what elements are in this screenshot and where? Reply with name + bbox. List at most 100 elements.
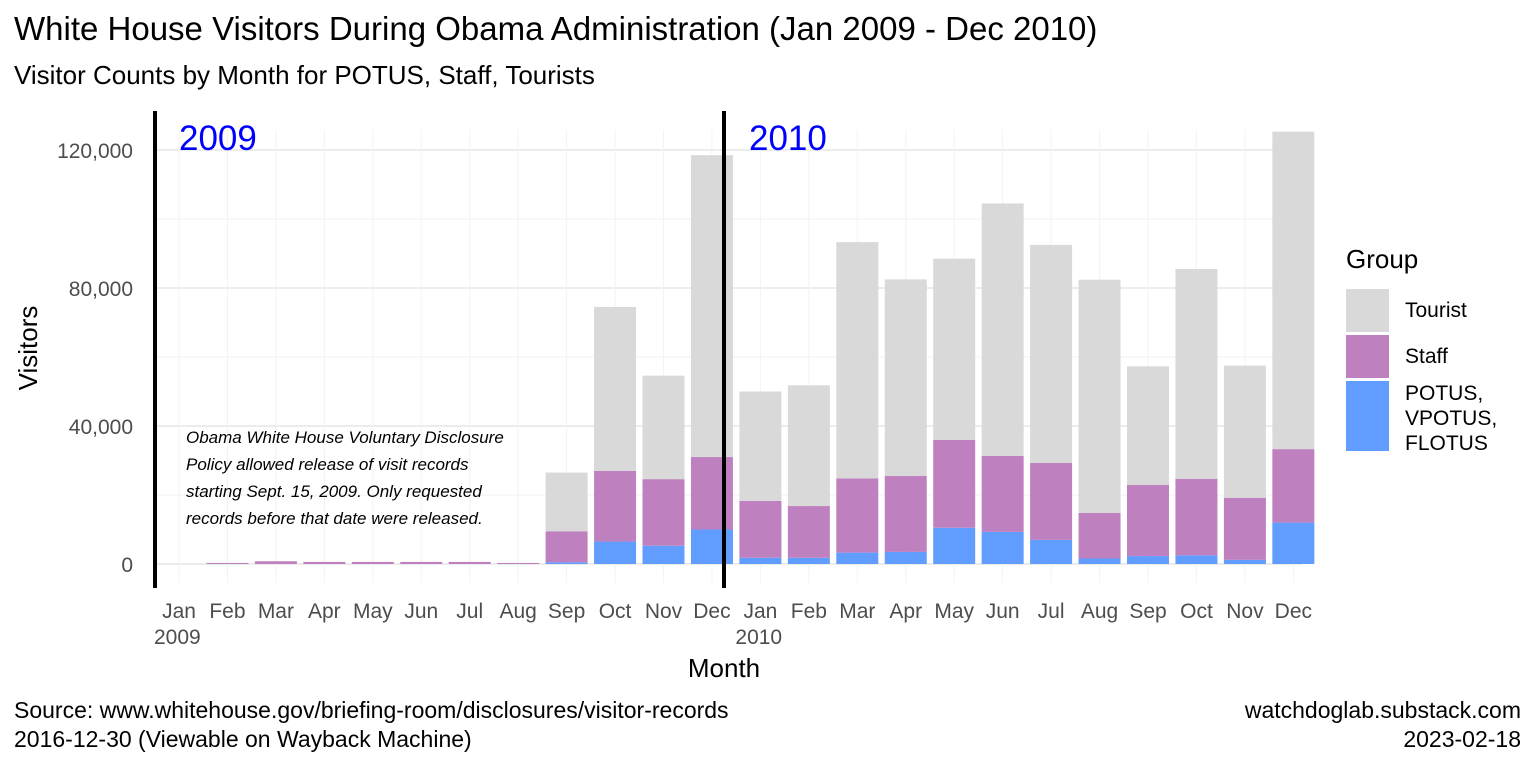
bar-segment-staff (594, 470, 637, 542)
bar-segment-tourist (545, 472, 588, 532)
bar-segment-tourist (690, 155, 733, 458)
y-tick-label: 0 (121, 554, 133, 577)
legend-label-line: VPOTUS, (1405, 407, 1498, 430)
x-tick-label: Jul (456, 600, 483, 623)
x-tick-label: Jun (404, 600, 438, 623)
bar-segment-staff (690, 457, 733, 530)
legend-item: Staff (1346, 335, 1497, 378)
bar-segment-potus (1078, 558, 1121, 564)
x-tick-label: Dec (1275, 600, 1312, 623)
y-tick-label: 80,000 (69, 278, 133, 301)
disclosure-note-line: Policy allowed release of visit records (186, 455, 469, 474)
x-tick-label: Jan (743, 600, 777, 623)
bar-segment-potus (1175, 555, 1218, 564)
disclosure-note-line: records before that date were released. (186, 509, 483, 528)
bar-segment-tourist (642, 375, 685, 480)
bar-segment-tourist (1078, 279, 1121, 513)
bar-segment-staff (206, 562, 249, 564)
x-tick-label: Apr (308, 600, 341, 623)
y-axis-title: Visitors (13, 306, 43, 391)
bar-segment-potus (1223, 559, 1266, 564)
bar-segment-potus (884, 551, 927, 564)
bar-segment-potus (545, 562, 588, 564)
x-tick-label: 2009 (154, 626, 201, 649)
bar-segment-staff (303, 561, 346, 564)
chart-title: White House Visitors During Obama Admini… (14, 10, 1098, 47)
bar-segment-potus (1030, 539, 1073, 564)
legend-label: POTUS, VPOTUS, FLOTUS (1405, 381, 1497, 456)
legend-item: Tourist (1346, 289, 1497, 332)
x-tick-label: Oct (1180, 600, 1213, 623)
bar-segment-tourist (1030, 244, 1073, 463)
bar-segment-tourist (884, 279, 927, 477)
legend-label-line: Tourist (1405, 299, 1467, 322)
bar-segment-staff (545, 531, 588, 563)
bar-segment-tourist (933, 258, 976, 440)
x-tick-label: Mar (839, 600, 875, 623)
x-tick-label: May (934, 600, 974, 623)
x-tick-label: Jun (986, 600, 1020, 623)
bar-segment-potus (981, 531, 1024, 564)
bar-segment-potus (594, 541, 637, 564)
bar-segment-potus (1272, 522, 1315, 564)
x-tick-label: Dec (693, 600, 730, 623)
x-tick-label: Sep (1129, 600, 1166, 623)
bar-segment-staff (1175, 478, 1218, 556)
bar-segment-potus (836, 552, 879, 564)
bar-segment-staff (1127, 484, 1169, 557)
bar-segment-staff (1272, 449, 1315, 523)
bar-segment-staff (400, 561, 443, 564)
x-tick-label: Aug (1081, 600, 1118, 623)
bar-segment-staff (787, 506, 830, 558)
bar-segment-staff (497, 562, 540, 564)
bar-segment-tourist (981, 203, 1024, 457)
bar-segment-tourist (1223, 365, 1266, 498)
legend: Group Tourist Staff POTUS, VPOTUS, FLOTUS (1346, 244, 1497, 459)
year-label: 2009 (179, 119, 257, 158)
bar-segment-tourist (836, 242, 879, 479)
bar-segment-staff (884, 476, 927, 552)
x-axis-title: Month (688, 653, 760, 683)
legend-label-line: POTUS, (1405, 382, 1484, 405)
bar-segment-staff (351, 561, 394, 564)
legend-label: Staff (1405, 344, 1448, 369)
bar-segment-potus (739, 557, 782, 564)
credit-line: 2023-02-18 (1403, 726, 1521, 752)
bar-segment-staff (1030, 462, 1073, 540)
axes: 0 40,000 80,000 120,000 Jan 2009 Feb Mar Apr May J… (13, 140, 1312, 683)
bar-segment-staff (981, 456, 1024, 532)
bar-segment-staff (933, 439, 976, 528)
credit-note: watchdoglab.substack.com 2023-02-18 (1245, 696, 1521, 754)
x-tick-label: Nov (1226, 600, 1264, 623)
disclosure-note-line: Obama White House Voluntary Disclosure (186, 428, 504, 447)
bar-segment-staff (1078, 512, 1121, 559)
legend-swatch (1346, 335, 1389, 378)
x-tick-label: Oct (599, 600, 632, 623)
bar-segment-potus (933, 527, 976, 564)
legend-label-line: Staff (1405, 345, 1448, 368)
bar-segment-potus (787, 557, 830, 564)
x-tick-label: Feb (791, 600, 827, 623)
x-tick-label: 2010 (735, 626, 782, 649)
bar-segment-tourist (787, 385, 830, 507)
x-tick-label: Aug (499, 600, 536, 623)
bar-segment-potus (642, 545, 685, 564)
y-tick-label: 40,000 (69, 416, 133, 439)
x-tick-label: Sep (548, 600, 585, 623)
source-note: Source: www.whitehouse.gov/briefing-room… (14, 696, 729, 754)
disclosure-note-line: starting Sept. 15, 2009. Only requested (186, 482, 482, 501)
x-tick-label: Jan (162, 600, 196, 623)
legend-swatch (1346, 289, 1389, 332)
bar-segment-staff (836, 478, 879, 553)
legend-title: Group (1346, 244, 1419, 274)
bar-segment-tourist (739, 391, 782, 501)
bar-segment-staff (254, 561, 297, 564)
annotations: 2009 2010 Obama White House Voluntary Disc… (153, 111, 827, 588)
bar-segment-tourist (1272, 131, 1315, 450)
bar-segment-staff (642, 479, 685, 546)
legend-label-line: FLOTUS (1405, 432, 1488, 455)
bar-segment-tourist (1175, 269, 1218, 479)
credit-line: watchdoglab.substack.com (1244, 697, 1521, 723)
x-tick-label: Apr (889, 600, 922, 623)
